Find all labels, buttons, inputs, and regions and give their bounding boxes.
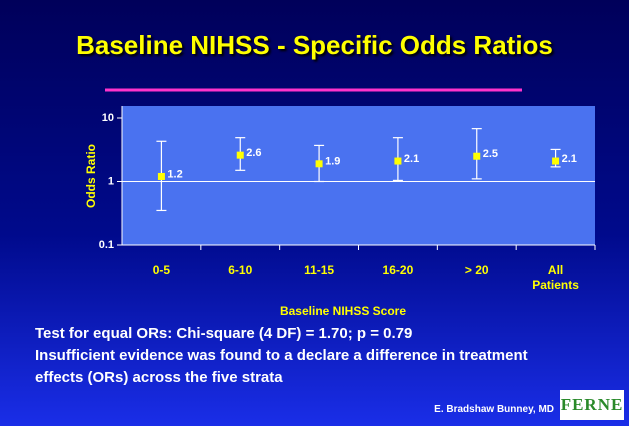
value-label: 1.2 bbox=[167, 168, 182, 180]
logo: FERNE bbox=[560, 390, 624, 420]
slide-title: Baseline NIHSS - Specific Odds Ratios bbox=[76, 30, 553, 60]
y-tick-label: 10 bbox=[102, 112, 114, 124]
point bbox=[315, 160, 323, 168]
x-tick-label: > 20 bbox=[464, 263, 489, 277]
y-tick-label: 0.1 bbox=[99, 239, 114, 251]
x-tick-label: 0-5 bbox=[152, 263, 171, 277]
y-axis-label: Odds Ratio bbox=[84, 144, 98, 208]
value-label: 2.5 bbox=[483, 148, 498, 160]
x-axis-label: Baseline NIHSS Score bbox=[279, 304, 407, 318]
point bbox=[552, 157, 560, 165]
value-label: 1.9 bbox=[325, 156, 340, 168]
point bbox=[236, 151, 244, 159]
x-tick-label: 16-20 bbox=[382, 263, 414, 277]
point bbox=[473, 152, 481, 160]
x-tick-label: All Patients bbox=[532, 263, 579, 292]
point bbox=[157, 172, 165, 180]
note: Test for equal ORs: Chi-square (4 DF) = … bbox=[35, 325, 413, 342]
notes: Test for equal ORs: Chi-square (4 DF) = … bbox=[35, 323, 575, 389]
x-tick-label: 6-10 bbox=[228, 263, 253, 277]
note: Insufficient evidence was found to a dec… bbox=[35, 347, 528, 386]
value-label: 2.1 bbox=[404, 153, 419, 165]
credit: E. Bradshaw Bunney, MD bbox=[434, 404, 554, 415]
value-label: 2.6 bbox=[246, 147, 261, 159]
plot-area bbox=[122, 106, 595, 245]
x-tick-label: 11-15 bbox=[304, 263, 335, 277]
point bbox=[394, 157, 402, 165]
y-tick-label: 1 bbox=[108, 175, 114, 187]
value-label: 2.1 bbox=[562, 153, 577, 165]
